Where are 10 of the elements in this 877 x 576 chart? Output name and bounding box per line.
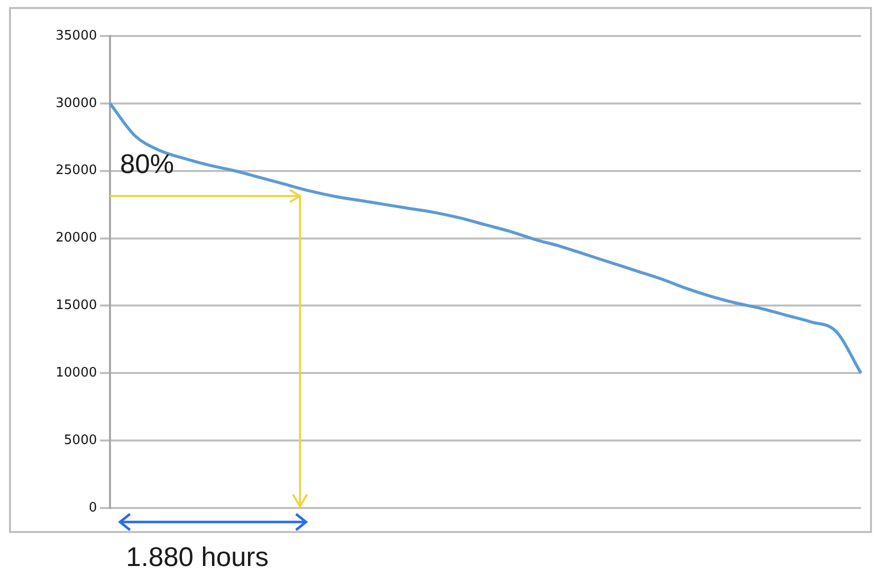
annotation: 80%	[120, 149, 174, 180]
y-tick-label: 5000	[64, 432, 97, 448]
y-tick-label: 30000	[56, 96, 97, 111]
y-tick-label: 25000	[56, 163, 97, 178]
y-tick-label: 15000	[56, 298, 97, 314]
y-tick-label: 10000	[56, 366, 97, 381]
text: 1.880 hours	[126, 542, 269, 573]
y-tick-label: 0	[88, 500, 97, 516]
y-tick-label: 35000	[56, 28, 97, 44]
y-tick-label: 20000	[56, 230, 97, 246]
